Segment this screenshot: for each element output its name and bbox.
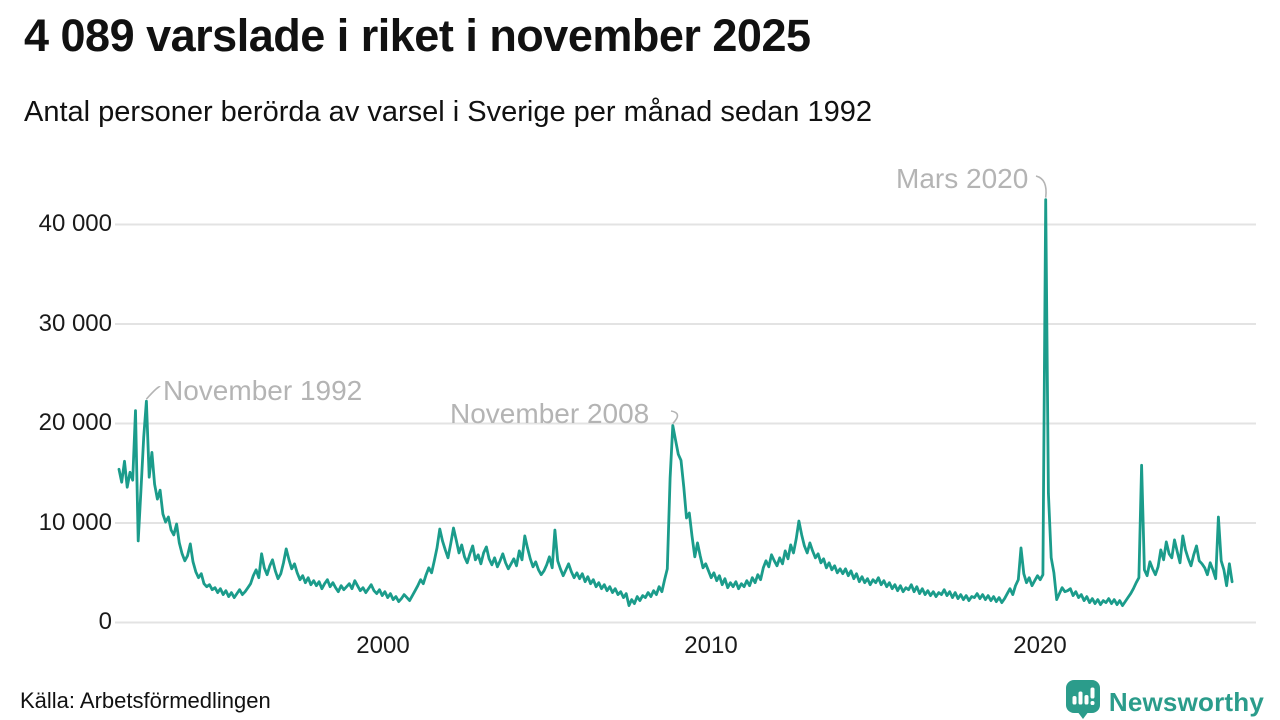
annotation-november-2008: November 2008 xyxy=(450,398,650,429)
chart-subtitle: Antal personer berörda av varsel i Sveri… xyxy=(24,96,872,128)
page-title: 4 089 varslade i riket i november 2025 xyxy=(24,10,811,61)
x-axis-tick-2000: 2000 xyxy=(356,632,410,659)
y-axis-tick-0: 0 xyxy=(98,608,112,635)
annotation-mars-2020: Mars 2020 xyxy=(896,163,1029,194)
newsworthy-wordmark: Newsworthy xyxy=(1108,686,1264,717)
source-credit: Källa: Arbetsförmedlingen xyxy=(20,688,271,713)
newsworthy-pin-icon xyxy=(1065,679,1101,720)
y-axis-tick-30000: 30 000 xyxy=(38,310,112,337)
x-axis-tick-2020: 2020 xyxy=(1013,632,1067,659)
y-axis-tick-20000: 20 000 xyxy=(38,409,112,436)
x-axis-tick-2010: 2010 xyxy=(684,632,738,659)
y-axis-tick-40000: 40 000 xyxy=(38,210,112,237)
annotation-november-1992: November 1992 xyxy=(163,375,363,406)
y-axis-tick-10000: 10 000 xyxy=(38,509,112,536)
newsworthy-logo: Newsworthy xyxy=(1065,679,1264,720)
